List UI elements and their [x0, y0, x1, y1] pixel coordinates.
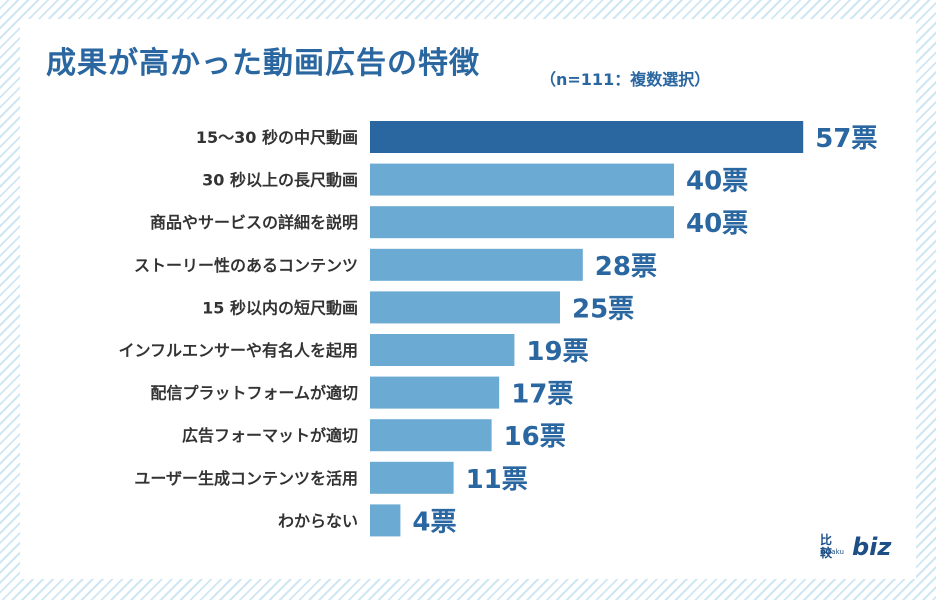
logo-kanji: 比較 — [820, 533, 833, 560]
bar — [370, 504, 401, 537]
bar — [370, 334, 515, 366]
bar — [370, 291, 560, 324]
data-label: 11票 — [466, 465, 528, 495]
data-label: 28票 — [595, 252, 657, 282]
category-label: 30 秒以上の長尺動画 — [202, 171, 358, 190]
data-label: 40票 — [686, 209, 748, 239]
bar — [370, 376, 500, 409]
category-label: 広告フォーマットが適切 — [182, 426, 358, 445]
data-label: 19票 — [526, 337, 588, 367]
bar — [370, 419, 492, 452]
bar — [370, 121, 804, 153]
bar — [370, 163, 674, 196]
data-label: 25票 — [572, 294, 634, 324]
data-label: 40票 — [686, 167, 748, 197]
category-label: 商品やサービスの詳細を説明 — [150, 213, 358, 232]
category-label: 15〜30 秒の中尺動画 — [196, 128, 358, 147]
chart-subtitle: （n=111：複数選択） — [540, 70, 711, 89]
category-label: 15 秒以内の短尺動画 — [202, 298, 358, 317]
data-label: 4票 — [412, 507, 456, 537]
data-label: 57票 — [815, 124, 877, 154]
category-label: わからない — [278, 511, 358, 530]
logo-biz: biz — [852, 533, 892, 561]
bar — [370, 461, 454, 494]
data-label: 17票 — [511, 380, 573, 410]
logo-roman: hikaku — [821, 548, 844, 556]
category-label: インフルエンサーや有名人を起用 — [118, 341, 358, 360]
category-label: 配信プラットフォームが適切 — [150, 384, 358, 403]
chart-title: 成果が高かった動画広告の特徴 — [46, 46, 480, 81]
data-label: 16票 — [504, 422, 566, 452]
bar — [370, 206, 674, 239]
bar — [370, 248, 583, 281]
category-label: ユーザー生成コンテンツを活用 — [134, 469, 358, 488]
category-label: ストーリー性のあるコンテンツ — [134, 256, 358, 275]
